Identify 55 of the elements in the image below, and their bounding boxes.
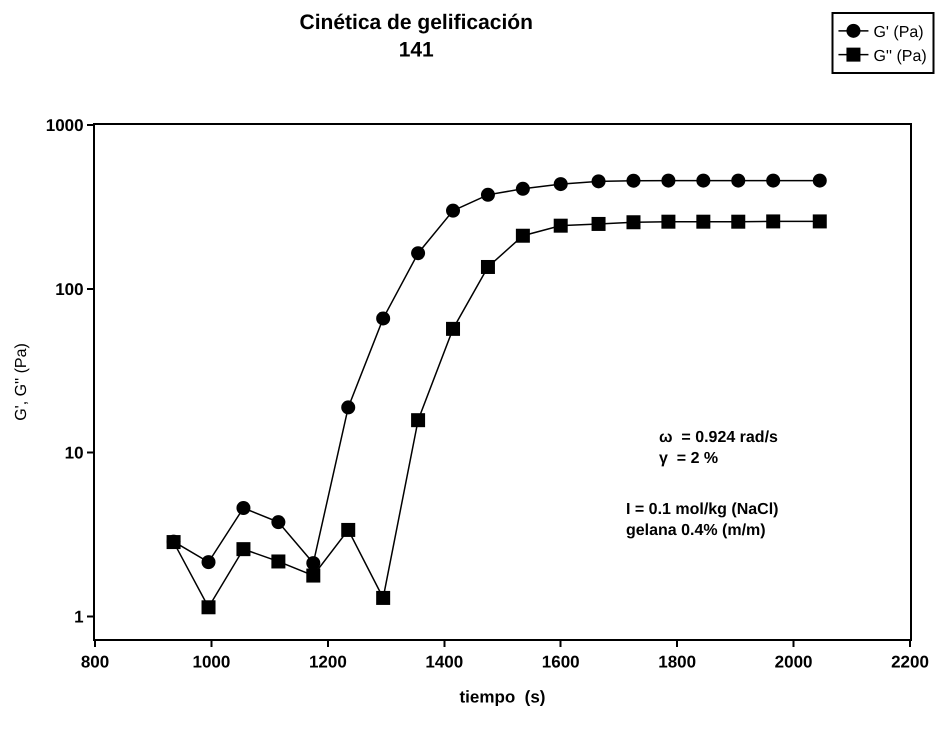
y-tick-label: 1000 (46, 116, 84, 135)
point (271, 554, 286, 568)
point (480, 188, 495, 202)
point (592, 216, 606, 231)
point (341, 522, 356, 537)
point (202, 555, 216, 570)
point (661, 214, 676, 229)
point (626, 174, 640, 188)
point (766, 214, 780, 228)
point (661, 174, 676, 188)
point (812, 214, 827, 228)
point (516, 182, 530, 196)
x-tick-label: 2000 (774, 652, 812, 672)
point (480, 260, 495, 274)
point (554, 177, 568, 192)
point (554, 218, 568, 233)
x-tick-label: 1400 (425, 652, 464, 672)
point (731, 214, 746, 229)
point (411, 246, 426, 260)
legend-label: G' (Pa) (873, 24, 924, 42)
x-tick-label: 1000 (192, 652, 230, 672)
y-axis-title: G', G'' (Pa) (13, 343, 30, 421)
point (376, 311, 390, 326)
point (376, 590, 390, 605)
y-tick-label: 10 (64, 444, 84, 463)
point (516, 228, 530, 243)
point (731, 174, 746, 188)
x-axis-title: tiempo (s) (460, 687, 546, 706)
point (696, 214, 710, 229)
point (766, 174, 780, 188)
point (306, 556, 320, 570)
point (341, 400, 356, 414)
point (812, 174, 827, 188)
chart-title: Cinética de gelificación 141 (300, 11, 533, 62)
x-tick-label: 1600 (542, 652, 580, 672)
y-tick-label: 100 (55, 280, 84, 299)
y-tick-label: 1 (74, 608, 84, 627)
x-tick-label: 1200 (308, 652, 347, 672)
point (306, 568, 320, 583)
point (446, 204, 460, 218)
annotation: I = 0.1 mol/kg (NaCl) gelana 0.4% (m/m) (626, 501, 778, 539)
point (626, 215, 640, 230)
point (236, 501, 250, 515)
point (592, 174, 606, 188)
x-tick-label: 1800 (658, 652, 696, 672)
point (236, 542, 250, 556)
x-tick-label: 800 (80, 652, 110, 672)
point (696, 174, 710, 188)
annotation: ω = 0.924 rad/s γ = 2 % (659, 429, 778, 467)
point (446, 322, 460, 336)
legend-label: G'' (Pa) (873, 48, 927, 65)
point (271, 515, 286, 530)
point (202, 600, 216, 614)
x-tick-label: 2200 (891, 652, 929, 672)
point (411, 413, 426, 428)
